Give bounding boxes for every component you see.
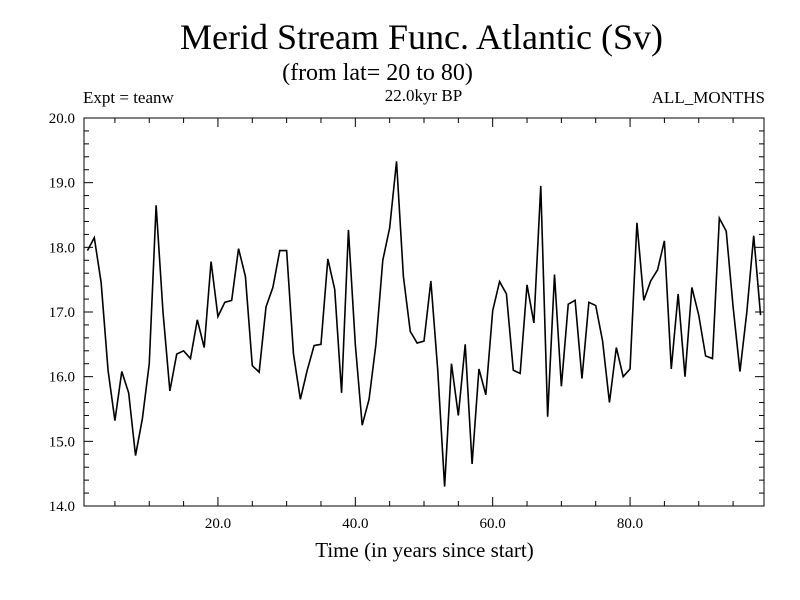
y-tick-label: 16.0 xyxy=(49,370,75,386)
x-tick-label: 40.0 xyxy=(342,516,368,532)
chart-subtitle: (from lat= 20 to 80) xyxy=(282,60,473,86)
x-tick-label: 20.0 xyxy=(205,516,231,532)
x-tick-label: 80.0 xyxy=(617,516,643,532)
ticks-layer: 14.0 15.0 16.0 17.0 18.0 19.0 20.0 20.0 40.0 60.0… xyxy=(49,111,764,532)
series-line xyxy=(86,161,762,487)
chart-title: Merid Stream Func. Atlantic (Sv) xyxy=(180,17,663,57)
plot-frame xyxy=(83,117,765,507)
period-label: 22.0kyr BP xyxy=(384,86,463,105)
y-tick-label: 14.0 xyxy=(49,499,75,515)
x-axis-title: Time (in years since start) xyxy=(315,538,534,562)
y-tick-label: 19.0 xyxy=(49,176,75,192)
y-tick-label: 15.0 xyxy=(49,434,75,450)
months-label: ALL_MONTHS xyxy=(651,88,765,107)
y-tick-label: 18.0 xyxy=(49,240,75,256)
x-tick-label: 60.0 xyxy=(480,516,506,532)
y-tick-label: 17.0 xyxy=(49,305,75,321)
y-tick-label: 20.0 xyxy=(49,111,75,127)
series-layer xyxy=(86,161,762,487)
experiment-label: Expt = teanw xyxy=(83,88,174,107)
